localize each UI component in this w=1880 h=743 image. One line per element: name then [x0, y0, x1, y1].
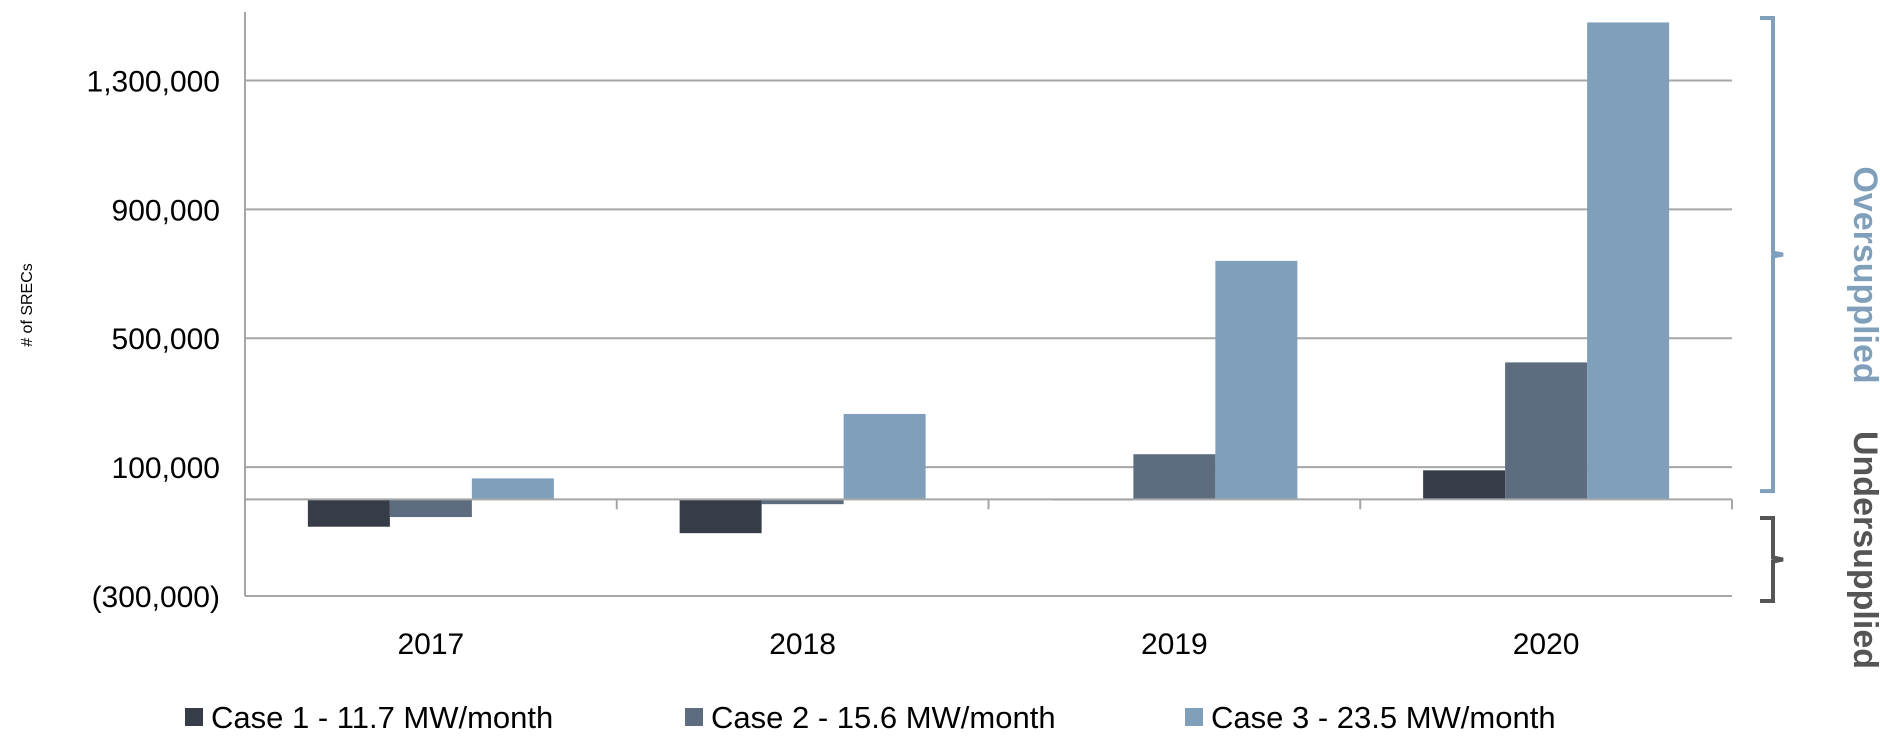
undersupplied-label: Undersupplied: [1846, 431, 1880, 669]
annotation-layer: Oversupplied Undersupplied: [1760, 16, 1880, 669]
bar-case-3-23-5-mw-month-2020: [1587, 22, 1670, 500]
y-tick-label: 1,300,000: [87, 65, 220, 98]
x-tick-label: 2019: [1141, 628, 1208, 661]
x-tick-label: 2020: [1513, 628, 1580, 661]
legend-swatch-case-1-11-7-mw-month: [185, 708, 203, 726]
y-tick-label: 500,000: [112, 323, 220, 356]
legend-swatch-case-2-15-6-mw-month: [685, 708, 703, 726]
y-tick-label: 900,000: [112, 194, 220, 227]
legend: Case 1 - 11.7 MW/month Case 2 - 15.6 MW/m…: [185, 700, 1556, 735]
legend-label: Case 3 - 23.5 MW/month: [1211, 700, 1556, 735]
undersupplied-brace: [1760, 516, 1784, 603]
bar-case-2-15-6-mw-month-2017: [389, 499, 472, 518]
bar-case-1-11-7-mw-month-2017: [307, 499, 390, 527]
y-tick-label: (300,000): [92, 581, 220, 614]
bar-case-3-23-5-mw-month-2018: [843, 413, 926, 500]
bar-case-3-23-5-mw-month-2019: [1215, 260, 1298, 500]
axis-layer: (300,000) 100,000 500,000 900,000 1,300,000 2…: [87, 12, 1733, 661]
y-axis-label: # of SRECs: [19, 263, 36, 347]
bar-case-2-15-6-mw-month-2018: [761, 499, 844, 505]
grid-layer: [245, 79, 1732, 597]
oversupplied-brace: [1760, 16, 1784, 494]
bar-case-3-23-5-mw-month-2017: [471, 478, 554, 500]
bar-case-2-15-6-mw-month-2019: [1133, 454, 1216, 500]
x-tick-label: 2018: [769, 628, 836, 661]
legend-swatch-case-3-23-5-mw-month: [1185, 708, 1203, 726]
legend-label: Case 1 - 11.7 MW/month: [211, 700, 553, 735]
bar-case-1-11-7-mw-month-2018: [679, 499, 762, 534]
legend-label: Case 2 - 15.6 MW/month: [711, 700, 1056, 735]
x-tick-label: 2017: [398, 628, 465, 661]
oversupplied-label: Oversupplied: [1846, 166, 1880, 383]
bar-case-2-15-6-mw-month-2020: [1505, 362, 1588, 500]
y-tick-label: 100,000: [112, 452, 220, 485]
bar-layer: [307, 22, 1670, 534]
bar-case-1-11-7-mw-month-2020: [1423, 470, 1506, 500]
